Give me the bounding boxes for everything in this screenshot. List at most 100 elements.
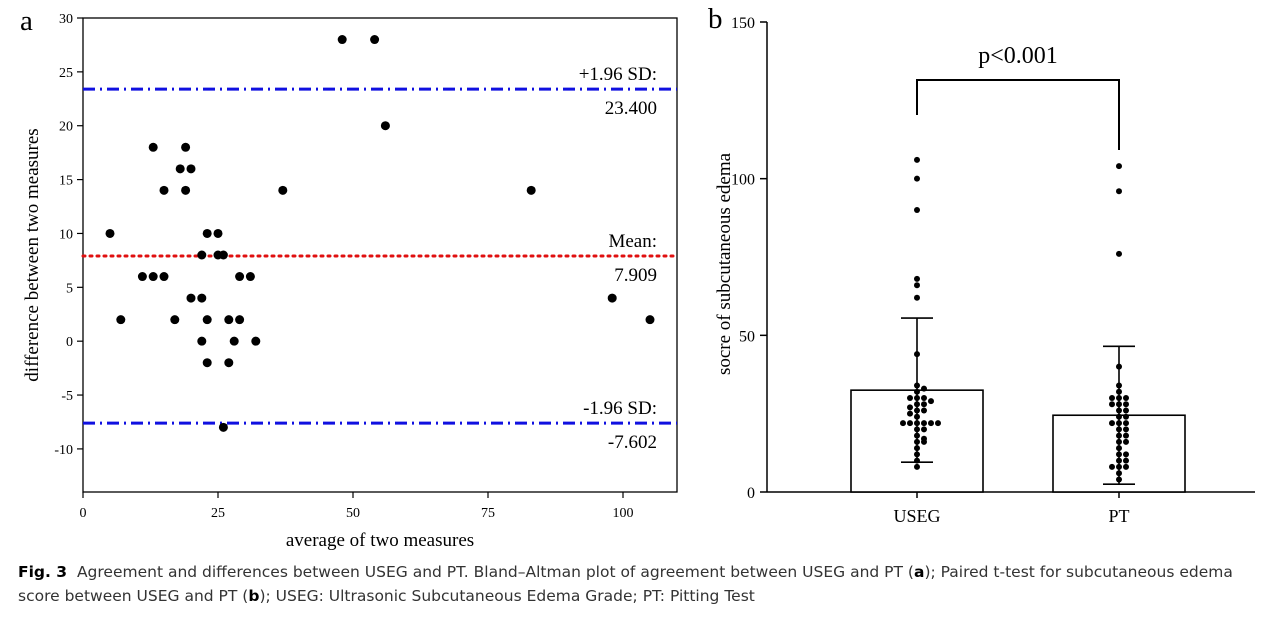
data-point bbox=[914, 407, 920, 414]
panel-a-points bbox=[105, 35, 655, 432]
data-point bbox=[218, 422, 228, 432]
data-point bbox=[914, 175, 920, 182]
panel-a-y-axis-title: difference between two measures bbox=[22, 128, 43, 381]
y-tick-label: 30 bbox=[59, 12, 73, 27]
data-point bbox=[526, 185, 536, 195]
data-point bbox=[1116, 163, 1122, 170]
reference-value-upper: 23.400 bbox=[605, 98, 657, 119]
caption-panel-ref: a bbox=[913, 563, 925, 581]
data-point bbox=[1123, 451, 1129, 458]
data-point bbox=[914, 382, 920, 389]
data-point bbox=[181, 185, 191, 195]
data-point bbox=[1116, 420, 1122, 427]
data-point bbox=[914, 413, 920, 420]
data-point bbox=[914, 420, 920, 427]
data-point bbox=[1123, 420, 1129, 427]
x-tick-label: 50 bbox=[346, 506, 360, 521]
x-tick-label: 100 bbox=[613, 506, 634, 521]
data-point bbox=[116, 315, 126, 325]
data-point bbox=[1116, 401, 1122, 408]
data-point bbox=[914, 457, 920, 464]
data-point bbox=[170, 315, 180, 325]
data-point bbox=[1109, 420, 1115, 427]
data-point bbox=[914, 445, 920, 452]
data-point bbox=[148, 142, 158, 152]
significance-line bbox=[916, 79, 1120, 150]
data-point bbox=[907, 420, 913, 427]
panel-a-x-axis-title: average of two measures bbox=[286, 530, 474, 551]
data-point bbox=[1116, 432, 1122, 439]
data-point bbox=[1116, 445, 1122, 452]
reference-label-upper: +1.96 SD: bbox=[579, 64, 657, 85]
data-point bbox=[1116, 426, 1122, 433]
data-point bbox=[235, 315, 245, 325]
data-point bbox=[914, 426, 920, 433]
figure-canvas: a 0 25 50 75 100 -10 -5 0 5 10 15 20 25 30 +1.96 SD: 2… bbox=[20, 3, 1255, 551]
data-point bbox=[914, 388, 920, 395]
data-point bbox=[928, 398, 934, 405]
data-point bbox=[251, 336, 261, 346]
data-point bbox=[607, 293, 617, 303]
y-tick-label: 150 bbox=[731, 15, 755, 32]
data-point bbox=[1123, 401, 1129, 408]
data-point bbox=[1116, 407, 1122, 414]
data-point bbox=[914, 438, 920, 445]
significance-bracket: p<0.001 bbox=[916, 43, 1120, 150]
y-tick-label: 20 bbox=[59, 120, 73, 135]
caption-panel-ref: b bbox=[248, 587, 260, 605]
data-point bbox=[914, 451, 920, 458]
y-tick-label: -10 bbox=[54, 443, 73, 458]
panel-a-reference-lines: +1.96 SD: 23.400 Mean: 7.909 -1.96 SD: -7.602 bbox=[81, 64, 679, 453]
data-point bbox=[1116, 413, 1122, 420]
reference-label-mean: Mean: bbox=[608, 231, 657, 252]
data-point bbox=[224, 315, 234, 325]
panel-b-letter: b bbox=[708, 3, 723, 35]
caption-text: Agreement and differences between USEG a… bbox=[18, 563, 1233, 605]
data-point bbox=[235, 272, 245, 282]
caption-label: Fig. 3 bbox=[18, 563, 68, 581]
data-point bbox=[1116, 188, 1122, 195]
data-point bbox=[921, 401, 927, 408]
data-point bbox=[278, 185, 288, 195]
bland-altman-panel: a 0 25 50 75 100 -10 -5 0 5 10 15 20 25 30 +1.96 SD: 2… bbox=[20, 5, 679, 551]
data-point bbox=[1116, 476, 1122, 483]
panel-a-axes: 0 25 50 75 100 -10 -5 0 5 10 15 20 25 30 bbox=[54, 12, 678, 521]
x-tick-label: 25 bbox=[211, 506, 225, 521]
data-point bbox=[907, 404, 913, 411]
data-point bbox=[907, 395, 913, 401]
data-point bbox=[1123, 463, 1129, 470]
data-point bbox=[159, 272, 169, 282]
data-point bbox=[197, 293, 207, 303]
data-point bbox=[1123, 457, 1129, 464]
data-point bbox=[1116, 388, 1122, 395]
data-point bbox=[337, 35, 347, 45]
data-point bbox=[1116, 438, 1122, 445]
data-point bbox=[900, 420, 906, 427]
data-point bbox=[181, 142, 191, 152]
data-point bbox=[921, 407, 927, 414]
data-point bbox=[1116, 363, 1122, 370]
data-point bbox=[645, 315, 655, 325]
data-point bbox=[914, 351, 920, 358]
data-point bbox=[224, 358, 234, 368]
y-tick-label: 15 bbox=[59, 174, 73, 189]
data-point bbox=[202, 358, 212, 368]
data-point bbox=[914, 395, 920, 401]
data-point bbox=[148, 272, 158, 282]
data-point bbox=[907, 410, 913, 417]
reference-value-lower: -7.602 bbox=[608, 432, 657, 453]
x-tick-label: 0 bbox=[80, 506, 87, 521]
x-tick-label: USEG bbox=[893, 506, 940, 526]
y-tick-label: 0 bbox=[747, 485, 755, 502]
figure-caption: Fig. 3 Agreement and differences between… bbox=[18, 560, 1258, 608]
y-tick-label: 25 bbox=[59, 66, 73, 81]
data-point bbox=[928, 420, 934, 427]
y-tick-label: -5 bbox=[61, 389, 73, 404]
data-point bbox=[1123, 413, 1129, 420]
data-point bbox=[1116, 457, 1122, 464]
data-point bbox=[1116, 451, 1122, 458]
data-point bbox=[197, 250, 207, 260]
data-point bbox=[370, 35, 380, 45]
data-point bbox=[1109, 463, 1115, 470]
significance-label: p<0.001 bbox=[978, 43, 1058, 69]
